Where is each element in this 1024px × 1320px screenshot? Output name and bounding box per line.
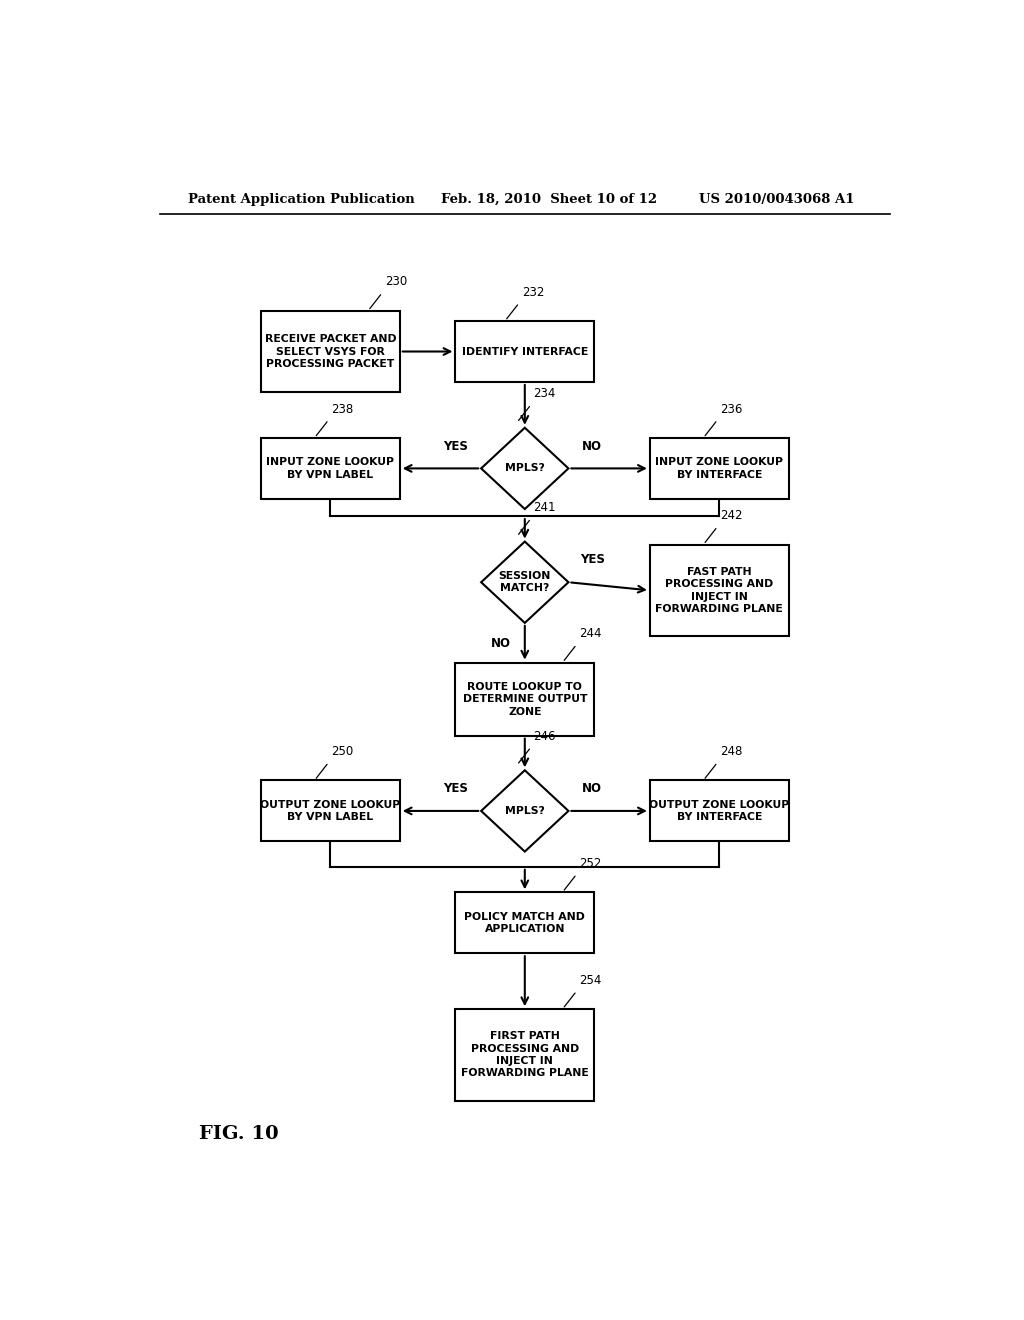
Bar [456,663,594,735]
Text: MPLS?: MPLS? [505,463,545,474]
Bar [650,438,788,499]
Text: POLICY MATCH AND
APPLICATION: POLICY MATCH AND APPLICATION [464,912,586,935]
Text: FIRST PATH
PROCESSING AND
INJECT IN
FORWARDING PLANE: FIRST PATH PROCESSING AND INJECT IN FORW… [461,1031,589,1078]
Polygon shape [481,428,568,510]
Bar [261,312,399,392]
Text: YES: YES [443,781,468,795]
Text: Patent Application Publication: Patent Application Publication [187,193,415,206]
Text: 232: 232 [521,285,544,298]
Bar [456,321,594,381]
Bar [650,545,788,636]
Text: 248: 248 [720,744,742,758]
Text: 230: 230 [385,276,407,289]
Text: 238: 238 [331,403,353,416]
Text: OUTPUT ZONE LOOKUP
BY VPN LABEL: OUTPUT ZONE LOOKUP BY VPN LABEL [260,800,400,822]
Text: OUTPUT ZONE LOOKUP
BY INTERFACE: OUTPUT ZONE LOOKUP BY INTERFACE [649,800,790,822]
Text: 252: 252 [580,857,601,870]
Text: INPUT ZONE LOOKUP
BY INTERFACE: INPUT ZONE LOOKUP BY INTERFACE [655,457,783,479]
Text: 250: 250 [331,744,353,758]
Text: ROUTE LOOKUP TO
DETERMINE OUTPUT
ZONE: ROUTE LOOKUP TO DETERMINE OUTPUT ZONE [463,681,587,717]
Text: YES: YES [580,553,605,566]
Polygon shape [481,541,568,623]
Bar [261,438,399,499]
Bar [456,892,594,953]
Text: MPLS?: MPLS? [505,807,545,816]
Text: NO: NO [583,440,602,453]
Text: 254: 254 [580,974,601,987]
Text: NO: NO [490,636,511,649]
Text: NO: NO [583,781,602,795]
Polygon shape [481,771,568,851]
Text: 236: 236 [720,403,742,416]
Text: FAST PATH
PROCESSING AND
INJECT IN
FORWARDING PLANE: FAST PATH PROCESSING AND INJECT IN FORWA… [655,566,783,614]
Text: 246: 246 [534,730,556,743]
Text: FIG. 10: FIG. 10 [200,1125,280,1143]
Text: INPUT ZONE LOOKUP
BY VPN LABEL: INPUT ZONE LOOKUP BY VPN LABEL [266,457,394,479]
Text: SESSION
MATCH?: SESSION MATCH? [499,572,551,594]
Bar [650,780,788,841]
Text: 234: 234 [534,387,556,400]
Text: 244: 244 [580,627,602,640]
Text: US 2010/0043068 A1: US 2010/0043068 A1 [699,193,855,206]
Text: 242: 242 [720,510,742,523]
Text: Feb. 18, 2010  Sheet 10 of 12: Feb. 18, 2010 Sheet 10 of 12 [441,193,657,206]
Text: IDENTIFY INTERFACE: IDENTIFY INTERFACE [462,347,588,356]
Text: RECEIVE PACKET AND
SELECT VSYS FOR
PROCESSING PACKET: RECEIVE PACKET AND SELECT VSYS FOR PROCE… [264,334,396,368]
Bar [261,780,399,841]
Bar [456,1008,594,1101]
Text: 241: 241 [534,502,556,515]
Text: YES: YES [443,440,468,453]
